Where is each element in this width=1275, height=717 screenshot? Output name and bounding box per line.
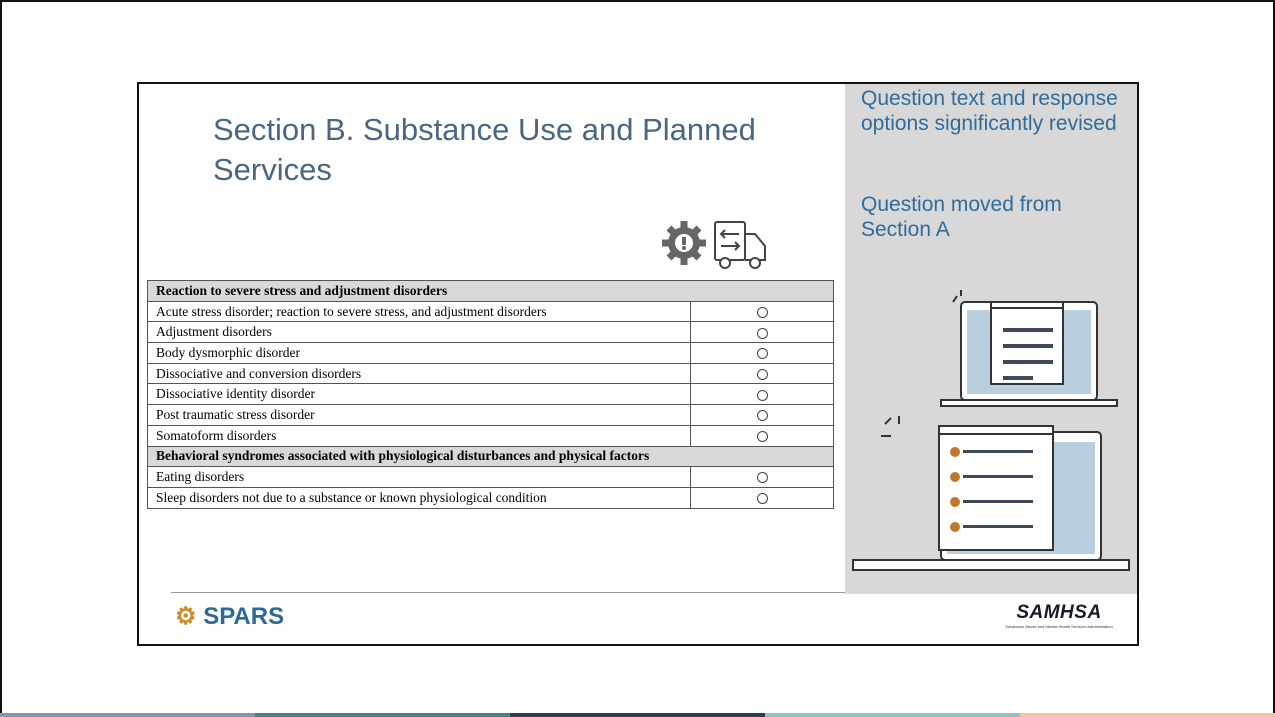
row-label: Sleep disorders not due to a substance o… [147,486,691,509]
table-row: Dissociative and conversion disorders [147,362,834,385]
option-cell [690,362,834,385]
row-label: Eating disorders [147,466,691,488]
note: Question moved from Section A [861,193,1062,241]
radio-button[interactable] [756,306,768,318]
radio-button[interactable] [756,410,768,422]
option-cell [690,424,834,447]
radio-button[interactable] [756,493,768,505]
row-label: Post traumatic stress disorder [147,404,691,426]
row-label: Adjustment disorders [147,321,691,344]
table-row: Somatoform disorders [147,424,834,447]
option-cell [690,342,834,364]
row-label: Body dysmorphic disorder [147,342,691,364]
note: Question text and response options signi… [861,87,1118,135]
section-row: Behavioral syndromes associated with phy… [147,445,834,468]
logo-text: SPARS [203,603,285,630]
row-label: Dissociative and conversion disorders [147,362,691,385]
color-strip [0,713,1275,717]
table-row: Adjustment disorders [147,321,834,344]
section-heading: Reaction to severe stress and adjustment… [147,280,834,302]
table-row: Post traumatic stress disorder [147,404,834,426]
table-row: Acute stress disorder; reaction to sever… [147,300,834,323]
slide: Section B. Substance Use and Planned Ser… [137,82,1139,646]
table-row: Body dysmorphic disorder [147,342,834,364]
laptop-illustration [852,290,1130,571]
spars-logo: ⚙ SPARS [175,603,285,630]
slide-title: Section B. Substance Use and Planned Ser… [213,112,756,187]
radio-button[interactable] [756,327,768,339]
logo-subtitle: Substance Abuse and Mental Health Servic… [1005,624,1113,629]
radio-button[interactable] [756,348,768,360]
radio-button[interactable] [756,369,768,380]
option-cell [690,300,834,323]
table-row: Eating disorders [147,466,834,488]
radio-button[interactable] [756,431,768,443]
logo-text: SAMHSA [1016,602,1102,623]
section-row: Reaction to severe stress and adjustment… [147,280,834,302]
option-cell [690,486,834,509]
row-label: Somatoform disorders [147,424,691,447]
option-cell [690,466,834,488]
radio-button[interactable] [756,389,768,401]
radio-button[interactable] [756,472,768,484]
divider [171,592,845,593]
row-label: Dissociative identity disorder [147,383,691,406]
section-heading: Behavioral syndromes associated with phy… [147,445,834,468]
response-table: Reaction to severe stress and adjustment… [147,280,834,509]
table-row: Dissociative identity disorder [147,383,834,406]
table-row: Sleep disorders not due to a substance o… [147,486,834,509]
option-cell [690,321,834,344]
option-cell [690,383,834,406]
option-cell [690,404,834,426]
side-panel: Question text and response options signi… [845,84,1137,594]
row-label: Acute stress disorder; reaction to sever… [147,300,691,323]
icons [662,221,766,269]
samhsa-logo: SAMHSA Substance Abuse and Mental Health… [999,602,1119,629]
